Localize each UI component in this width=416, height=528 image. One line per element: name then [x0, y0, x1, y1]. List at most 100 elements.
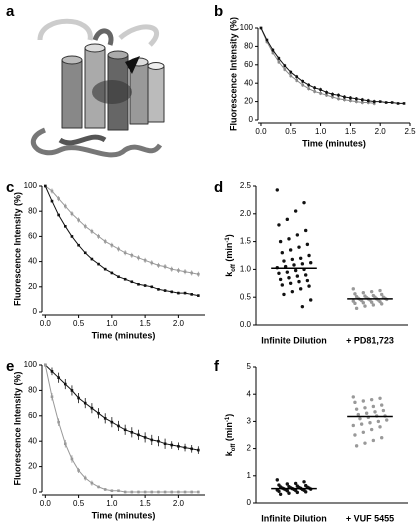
panel-label: c	[6, 179, 14, 196]
dot	[298, 287, 303, 291]
y-tick-label: 60	[28, 232, 37, 241]
helix	[147, 65, 165, 123]
dot	[363, 406, 367, 410]
dot	[353, 292, 357, 296]
x-tick-label: 1.0	[106, 499, 118, 508]
x-tick-label: 2.0	[173, 319, 185, 328]
y-axis-label-part: k	[224, 271, 234, 277]
loop	[37, 18, 159, 47]
x-tick-label: 2.0	[375, 127, 387, 136]
dot	[378, 396, 382, 400]
y-tick-label: 100	[24, 360, 38, 369]
ligand	[125, 56, 140, 74]
dot	[351, 287, 355, 291]
x-axis-label: Time (minutes)	[92, 510, 156, 520]
dot	[378, 288, 382, 293]
y-tick-label: 2	[247, 444, 252, 453]
dot	[277, 489, 281, 494]
y-axis-label: Fluorescence Intensity (%)	[12, 371, 22, 485]
panel-label: d	[214, 179, 223, 196]
y-tick-label: 40	[28, 436, 37, 445]
dot	[304, 273, 308, 277]
dot	[277, 271, 281, 275]
dot	[351, 395, 355, 399]
dot	[305, 242, 310, 247]
dot	[295, 233, 300, 237]
x-tick-label: 1.5	[140, 499, 152, 508]
dot	[287, 491, 291, 495]
y-tick-label: 80	[244, 42, 253, 51]
dot	[369, 427, 374, 432]
dot	[376, 419, 381, 424]
marker	[402, 102, 406, 105]
x-tick-label: 0.0	[255, 127, 267, 136]
dot	[307, 284, 311, 288]
series-line	[44, 185, 199, 297]
dot	[380, 403, 384, 407]
dot	[371, 404, 376, 409]
x-tick-label: 2.5	[404, 127, 416, 136]
dot	[302, 480, 306, 484]
x-tick-label: 2.0	[173, 499, 185, 508]
y-axis-label: koff (min-1)	[224, 234, 236, 277]
dot	[278, 277, 283, 282]
helix	[84, 43, 106, 53]
y-axis-label-part: -1	[225, 237, 231, 243]
dot	[297, 245, 301, 249]
y-tick-label: 1	[247, 471, 252, 480]
dot	[304, 490, 308, 494]
dot	[282, 259, 286, 263]
dot	[309, 298, 313, 302]
y-tick-label: 80	[28, 386, 37, 395]
y-tick-label: 3	[247, 417, 252, 426]
y-tick-label: 20	[28, 282, 37, 291]
x-tick-label: 1.5	[140, 319, 152, 328]
dot	[297, 279, 301, 284]
x-tick-label: 0.5	[73, 319, 85, 328]
y-tick-label: 4	[247, 389, 252, 398]
dot	[280, 251, 284, 255]
marker	[197, 272, 200, 276]
dot	[292, 263, 296, 267]
panel-label: f	[214, 358, 220, 375]
dot	[353, 433, 357, 437]
dot	[354, 306, 359, 311]
dot	[353, 301, 357, 306]
dot	[288, 248, 293, 252]
x-tick-label: 0.5	[285, 127, 297, 136]
marker	[197, 294, 200, 297]
y-tick-label: 80	[28, 206, 37, 215]
dot	[361, 430, 366, 434]
dot	[361, 399, 366, 403]
dot	[295, 274, 300, 278]
y-tick-label: 1.0	[240, 265, 252, 274]
dot	[380, 436, 384, 440]
y-tick-label: 2.5	[240, 181, 252, 190]
dot	[381, 408, 386, 413]
dot	[353, 400, 357, 405]
y-tick-label: 20	[28, 462, 37, 471]
receptor-illustration	[30, 18, 165, 158]
y-axis-label-part: -1	[225, 416, 231, 422]
dot	[371, 303, 376, 307]
dot	[293, 209, 298, 213]
dot	[307, 253, 311, 258]
x-tick-label: + VUF 5455	[346, 513, 394, 523]
series-line	[45, 185, 199, 275]
x-tick-label: 1.0	[106, 319, 118, 328]
dot	[363, 304, 367, 308]
y-axis-label-part: )	[224, 414, 234, 417]
dot	[288, 281, 293, 285]
dot	[354, 444, 359, 448]
y-tick-label: 0	[33, 307, 38, 316]
panel-label: b	[214, 3, 223, 20]
dot	[298, 256, 303, 260]
dot	[378, 425, 382, 429]
marker	[259, 26, 263, 30]
dot	[304, 228, 308, 233]
dot	[290, 257, 295, 262]
dot	[295, 490, 300, 495]
y-tick-label: 60	[244, 60, 253, 69]
